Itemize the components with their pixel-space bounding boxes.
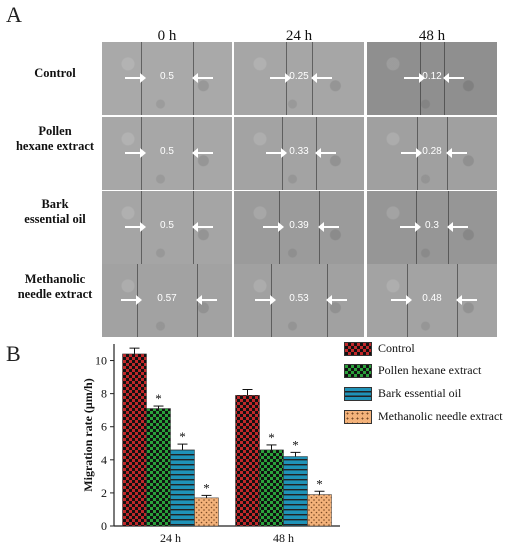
gap-width-value: 0.25 bbox=[289, 71, 309, 82]
y-tick-label: 8 bbox=[101, 387, 107, 401]
arrow-left-icon bbox=[318, 222, 339, 232]
arrow-right-icon bbox=[270, 73, 291, 83]
gap-width-value: 0.5 bbox=[160, 220, 174, 231]
panel-a-label: A bbox=[6, 2, 22, 27]
arrow-right-icon bbox=[401, 148, 422, 158]
bar bbox=[194, 497, 219, 527]
row-label-line: Control bbox=[34, 66, 76, 80]
legend-swatch bbox=[344, 410, 372, 424]
micrograph-cell: 0.12 bbox=[367, 42, 497, 115]
arrow-left-icon bbox=[192, 222, 213, 232]
arrow-right-icon bbox=[391, 295, 412, 305]
gap-width-value: 0.39 bbox=[289, 220, 309, 231]
arrow-left-icon bbox=[192, 73, 213, 83]
legend-label: Control bbox=[378, 341, 415, 355]
micrograph-cell: 0.53 bbox=[234, 264, 364, 337]
micrograph-image bbox=[234, 191, 364, 264]
micrograph-cell: 0.3 bbox=[367, 191, 497, 264]
arrow-right-icon bbox=[400, 222, 421, 232]
significance-marker: * bbox=[316, 476, 323, 491]
micrograph-image bbox=[367, 117, 497, 190]
micrograph-image bbox=[234, 42, 364, 115]
arrow-right-icon bbox=[125, 73, 146, 83]
bar bbox=[259, 449, 284, 527]
micrograph-cell: 0.28 bbox=[367, 117, 497, 190]
row-label-line: Bark bbox=[41, 197, 69, 211]
arrow-left-icon bbox=[443, 73, 464, 83]
y-tick-label: 0 bbox=[101, 519, 107, 533]
row-label-line: Pollen bbox=[38, 124, 72, 138]
gap-width-value: 0.48 bbox=[422, 293, 442, 304]
bar bbox=[170, 449, 195, 527]
arrow-right-icon bbox=[255, 295, 276, 305]
bar bbox=[235, 395, 260, 527]
arrow-left-icon bbox=[447, 222, 468, 232]
bar bbox=[307, 494, 332, 527]
y-tick-label: 4 bbox=[101, 453, 107, 467]
significance-marker: * bbox=[155, 391, 162, 406]
gap-width-value: 0.28 bbox=[422, 146, 442, 157]
time-header-48h: 48 h bbox=[418, 28, 446, 44]
legend-label: Pollen hexane extract bbox=[378, 363, 482, 377]
bar bbox=[146, 408, 171, 527]
significance-marker: * bbox=[203, 480, 210, 495]
gap-width-value: 0.53 bbox=[289, 293, 309, 304]
arrow-left-icon bbox=[311, 73, 332, 83]
arrow-left-icon bbox=[326, 295, 347, 305]
arrow-left-icon bbox=[446, 148, 467, 158]
micrograph-cell: 0.48 bbox=[367, 264, 497, 337]
arrow-right-icon bbox=[121, 295, 142, 305]
time-header-24h: 24 h bbox=[285, 28, 313, 44]
row-label-line: Methanolic bbox=[24, 272, 86, 286]
y-tick-label: 10 bbox=[95, 354, 107, 368]
micrograph-cell: 0.39 bbox=[234, 191, 364, 264]
legend-label: Methanolic needle extract bbox=[378, 409, 503, 423]
micrograph-image bbox=[367, 42, 497, 115]
arrow-right-icon bbox=[266, 148, 287, 158]
arrow-left-icon bbox=[315, 148, 336, 158]
gap-width-value: 0.33 bbox=[289, 146, 309, 157]
time-header-0h: 0 h bbox=[157, 28, 177, 44]
micrograph-cell: 0.5 bbox=[102, 117, 232, 190]
micrograph-cell: 0.57 bbox=[102, 264, 232, 337]
legend-swatch bbox=[344, 342, 372, 356]
gap-width-value: 0.5 bbox=[160, 146, 174, 157]
micrograph-image bbox=[234, 117, 364, 190]
arrow-left-icon bbox=[192, 148, 213, 158]
y-tick-label: 6 bbox=[101, 420, 107, 434]
row-label-line: essential oil bbox=[24, 212, 86, 226]
arrow-left-icon bbox=[456, 295, 477, 305]
gap-width-value: 0.12 bbox=[422, 71, 442, 82]
micrograph-cell: 0.25 bbox=[234, 42, 364, 115]
arrow-left-icon bbox=[196, 295, 217, 305]
row-label-line: needle extract bbox=[17, 287, 93, 301]
significance-marker: * bbox=[179, 429, 186, 444]
y-axis-label: Migration rate (μm/h) bbox=[81, 378, 95, 491]
bar bbox=[122, 353, 147, 527]
micrograph-image bbox=[367, 191, 497, 264]
micrograph-cell: 0.5 bbox=[102, 42, 232, 115]
arrow-right-icon bbox=[125, 148, 146, 158]
panel-b-label: B bbox=[6, 341, 21, 366]
micrograph-cell: 0.33 bbox=[234, 117, 364, 190]
legend-swatch bbox=[344, 364, 372, 378]
y-tick-label: 2 bbox=[101, 486, 107, 500]
arrow-right-icon bbox=[404, 73, 425, 83]
legend-label: Bark essential oil bbox=[378, 386, 462, 400]
micrograph-cell: 0.5 bbox=[102, 191, 232, 264]
x-category-label: 24 h bbox=[160, 531, 181, 545]
significance-marker: * bbox=[268, 430, 275, 445]
gap-width-value: 0.3 bbox=[425, 220, 439, 231]
row-label-line: hexane extract bbox=[15, 139, 95, 153]
bar bbox=[283, 456, 308, 527]
legend-swatch bbox=[344, 387, 372, 401]
gap-width-value: 0.5 bbox=[160, 71, 174, 82]
arrow-right-icon bbox=[263, 222, 284, 232]
gap-width-value: 0.57 bbox=[157, 293, 177, 304]
x-category-label: 48 h bbox=[273, 531, 294, 545]
arrow-right-icon bbox=[125, 222, 146, 232]
significance-marker: * bbox=[292, 437, 299, 452]
